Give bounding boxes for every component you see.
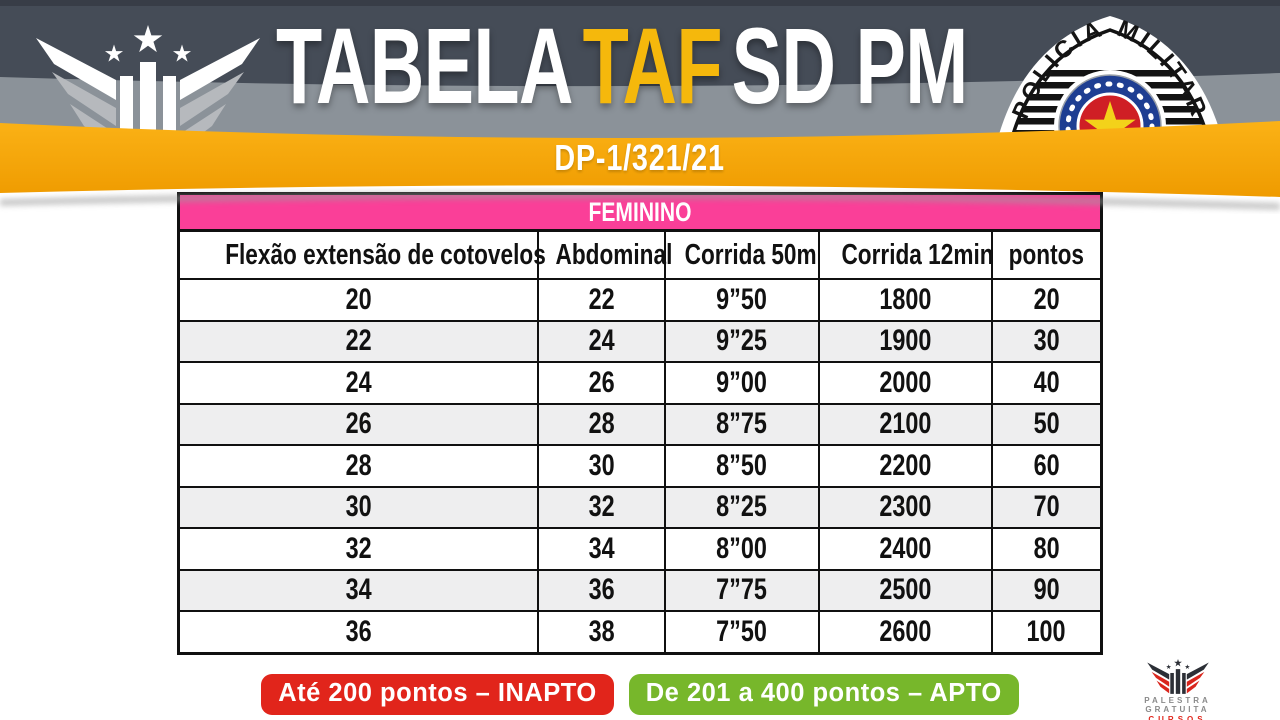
table-cell: 26 (177, 402, 540, 446)
table-cell: 22 (177, 319, 540, 363)
table-cell: 30 (537, 444, 666, 488)
subtitle-banner: DP-1/321/21 (0, 137, 1280, 179)
table-cell: 2500 (818, 568, 993, 612)
col-header-corrida12: Corrida 12min (818, 229, 994, 280)
table-cell: 1900 (818, 319, 993, 363)
table-row: 30 32 8”25 2300 70 (177, 485, 1103, 529)
table-cell: 20 (990, 278, 1103, 322)
table-cell: 24 (537, 319, 666, 363)
table-cell: 8”50 (663, 444, 821, 488)
table-cell: 90 (990, 568, 1103, 612)
table-cell: 40 (990, 361, 1103, 405)
table-row: 20 22 9”50 1800 20 (177, 278, 1103, 322)
table-section-title: FEMININO (177, 192, 1103, 232)
footer-brand-line1: PALESTRA GRATUITA (1144, 696, 1211, 714)
table-cell: 22 (537, 278, 666, 322)
title-part1: TABELA (276, 5, 573, 126)
table-cell: 30 (177, 485, 540, 529)
table-cell: 2000 (818, 361, 993, 405)
col-header-pontos: pontos (990, 229, 1103, 280)
title-highlight: TAF (582, 5, 723, 126)
table-cell: 32 (537, 485, 666, 529)
table-cell: 2600 (818, 610, 993, 654)
table-cell: 2400 (818, 527, 993, 571)
table-cell: 7”75 (663, 568, 821, 612)
table-cell: 20 (177, 278, 540, 322)
table-cell: 2300 (818, 485, 993, 529)
footer-brand: PALESTRA GRATUITA CURSOS (1115, 658, 1240, 720)
table-cell: 26 (537, 361, 666, 405)
table-cell: 28 (537, 402, 666, 446)
table-cell: 36 (177, 610, 540, 654)
table-cell: 9”25 (663, 319, 821, 363)
col-header-abdominal: Abdominal (537, 229, 673, 280)
table-cell: 2200 (818, 444, 993, 488)
table-cell: 34 (177, 568, 540, 612)
table-cell: 8”25 (663, 485, 821, 529)
table-row: 36 38 7”50 2600 100 (177, 610, 1103, 654)
table-cell: 24 (177, 361, 540, 405)
table-cell: 60 (990, 444, 1103, 488)
table-cell: 70 (990, 485, 1103, 529)
table-section-row: FEMININO (177, 192, 1103, 232)
table-cell: 30 (990, 319, 1103, 363)
table-row: 28 30 8”50 2200 60 (177, 444, 1103, 488)
table-header-row: Flexão extensão de cotovelos Abdominal C… (177, 229, 1103, 280)
inapto-badge: Até 200 pontos – INAPTO (261, 674, 614, 715)
col-header-corrida50: Corrida 50m (663, 229, 821, 280)
table-cell: 34 (537, 527, 666, 571)
table-cell: 9”50 (663, 278, 821, 322)
table-row: 34 36 7”75 2500 90 (177, 568, 1103, 612)
footer-brand-line2: CURSOS (1148, 715, 1207, 720)
table-row: 26 28 8”75 2100 50 (177, 402, 1103, 446)
table-cell: 36 (537, 568, 666, 612)
col-header-flexao: Flexão extensão de cotovelos (177, 229, 546, 280)
table-cell: 32 (177, 527, 540, 571)
section-title-text: FEMININO (588, 196, 692, 227)
table-cell: 80 (990, 527, 1103, 571)
taf-table: FEMININO Flexão extensão de cotovelos Ab… (177, 192, 1103, 655)
subtitle-text: DP-1/321/21 (554, 137, 726, 178)
table-cell: 8”00 (663, 527, 821, 571)
table-row: 24 26 9”00 2000 40 (177, 361, 1103, 405)
table-cell: 7”50 (663, 610, 821, 654)
table-cell: 100 (990, 610, 1103, 654)
table-cell: 28 (177, 444, 540, 488)
table-cell: 9”00 (663, 361, 821, 405)
table-cell: 38 (537, 610, 666, 654)
table-row: 32 34 8”00 2400 80 (177, 527, 1103, 571)
table-cell: 50 (990, 402, 1103, 446)
footer-wings-icon (1145, 658, 1211, 694)
apto-badge: De 201 a 400 pontos – APTO (628, 674, 1019, 715)
table-cell: 2100 (818, 402, 993, 446)
title-part2: SD PM (731, 5, 969, 126)
table-cell: 8”75 (663, 402, 821, 446)
table-row: 22 24 9”25 1900 30 (177, 319, 1103, 363)
table-cell: 1800 (818, 278, 993, 322)
page-title: TABELATAFSD PM (276, 12, 977, 120)
result-badges: Até 200 pontos – INAPTO De 201 a 400 pon… (177, 674, 1103, 715)
